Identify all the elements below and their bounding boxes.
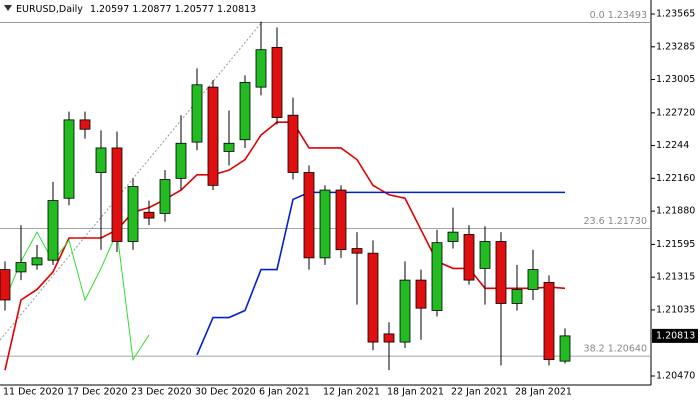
candle-body (79, 119, 91, 130)
indicator-line (196, 191, 565, 356)
candle-body (335, 189, 347, 251)
low-price: 1.20577 (175, 4, 214, 15)
price-box-label: 1.20813 (656, 330, 695, 341)
candle-body (63, 119, 75, 199)
candle-body (511, 289, 523, 304)
candle-body (159, 179, 171, 214)
fib-trend-line (0, 21, 263, 341)
x-tick-label: 18 Jan 2021 (387, 387, 444, 398)
candle-body (207, 86, 219, 186)
candle-body (303, 172, 315, 259)
y-tick-label: 1.21315 (656, 272, 695, 283)
candle-body (287, 114, 299, 173)
candle-body (271, 46, 283, 118)
y-tick-label: 1.21595 (656, 239, 695, 250)
y-tick-label: 1.21880 (656, 206, 695, 217)
candle-body (0, 269, 11, 301)
price-box (652, 328, 698, 343)
y-tick-label: 1.23285 (656, 41, 695, 52)
fib-label: 38.2 1.20640 (584, 344, 647, 355)
candle-body (223, 142, 235, 152)
header-icon (4, 5, 12, 11)
header: EURUSD,Daily 1.20597 1.20877 1.20577 1.2… (16, 4, 256, 15)
candle-body (47, 200, 59, 261)
y-tick-label: 1.20470 (656, 370, 695, 381)
candle-body (431, 242, 443, 311)
x-tick-label: 22 Jan 2021 (451, 387, 508, 398)
candle-body (255, 49, 267, 88)
symbol: EURUSD,Daily (16, 4, 83, 15)
open-price: 1.20597 (90, 4, 129, 15)
y-tick-label: 1.22720 (656, 107, 695, 118)
y-tick-label: 1.23565 (656, 9, 695, 20)
fib-label: 23.6 1.21730 (584, 216, 647, 227)
candle-body (31, 257, 43, 266)
candle-body (319, 189, 331, 259)
candle-body (239, 82, 251, 141)
candle-body (175, 142, 187, 179)
x-tick-label: 23 Dec 2020 (131, 387, 192, 398)
candle-body (543, 282, 555, 361)
y-tick-label: 1.23005 (656, 74, 695, 85)
candle-body (95, 147, 107, 173)
y-tick-label: 1.2244 (656, 140, 689, 151)
indicator-line (4, 230, 150, 362)
candle-body (15, 262, 27, 273)
x-tick-label: 11 Dec 2020 (3, 387, 64, 398)
candle-body (399, 279, 411, 343)
x-tick-label: 28 Jan 2021 (515, 387, 572, 398)
candle-body (143, 211, 155, 219)
candle-body (527, 269, 539, 290)
candle-body (463, 234, 475, 281)
x-tick-label: 30 Dec 2020 (195, 387, 256, 398)
candle-body (351, 248, 363, 254)
candle-body (111, 147, 123, 242)
x-tick-label: 17 Dec 2020 (67, 387, 128, 398)
x-tick-label: 12 Jan 2021 (323, 387, 380, 398)
candle-body (383, 333, 395, 343)
candle-body (127, 186, 139, 242)
y-tick-label: 1.21035 (656, 304, 695, 315)
candle-body (415, 279, 427, 309)
x-tick-label: 6 Jan 2021 (259, 387, 310, 398)
high-price: 1.20877 (132, 4, 171, 15)
fib-label: 0.0 1.23493 (590, 10, 647, 21)
close-price: 1.20813 (217, 4, 256, 15)
candle-body (559, 335, 571, 362)
candle-body (479, 241, 491, 269)
y-tick-label: 1.22160 (656, 173, 695, 184)
candle-body (495, 241, 507, 304)
candle-body (191, 84, 203, 143)
candle-body (447, 231, 459, 242)
candle-body (367, 252, 379, 343)
